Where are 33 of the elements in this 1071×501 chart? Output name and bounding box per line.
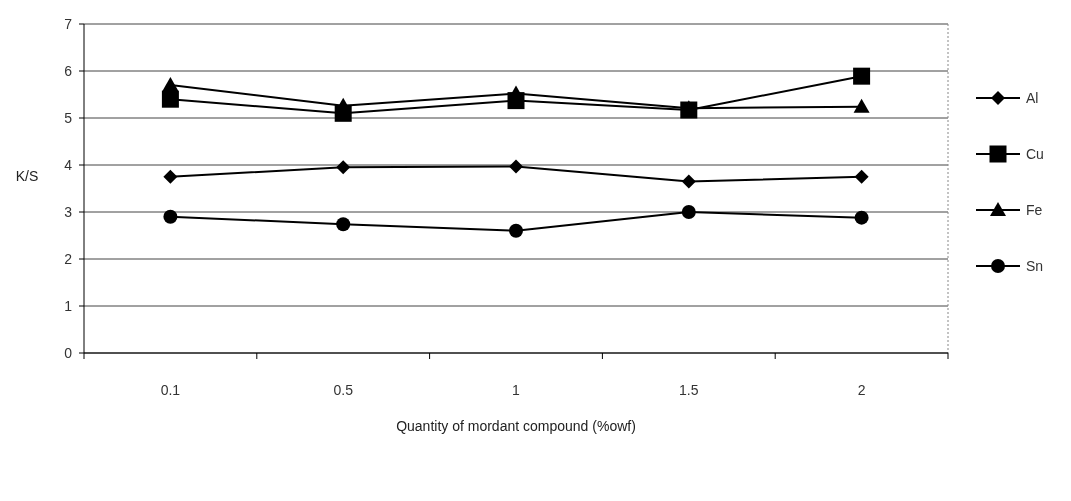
y-tick-label: 1 [64,297,73,314]
legend-label: Sn [1026,257,1044,274]
y-tick-label: 0 [64,344,73,361]
point [161,90,179,108]
x-tick-label: 1.5 [679,382,699,398]
y-tick-label: 4 [64,156,73,173]
point [509,159,523,174]
x-axis-title: Quantity of mordant compound (%owf) [396,418,636,434]
x-tick-label: 0.1 [160,382,181,398]
y-tick-label: 6 [64,62,73,79]
x-tick-label: 2 [857,382,866,398]
point [681,205,696,219]
point [163,169,178,184]
point [336,160,351,175]
y-tick-label: 2 [64,250,73,267]
y-axis-title: K/S [15,168,39,185]
legend-label: Al [1026,89,1039,106]
point [681,174,696,189]
point [509,223,523,238]
point [162,77,179,92]
y-tick-label: 3 [64,203,73,220]
y-tick-label: 7 [64,15,73,32]
point [854,210,869,225]
legend-label: Fe [1026,201,1043,218]
legend-label: Cu [1026,145,1044,162]
y-tick-label: 5 [64,109,73,126]
point [854,169,869,184]
x-tick-label: 1 [512,382,521,398]
point [336,217,351,232]
point [853,67,871,85]
x-tick-label: 0.5 [333,382,354,398]
point [163,209,178,224]
point [853,98,870,113]
